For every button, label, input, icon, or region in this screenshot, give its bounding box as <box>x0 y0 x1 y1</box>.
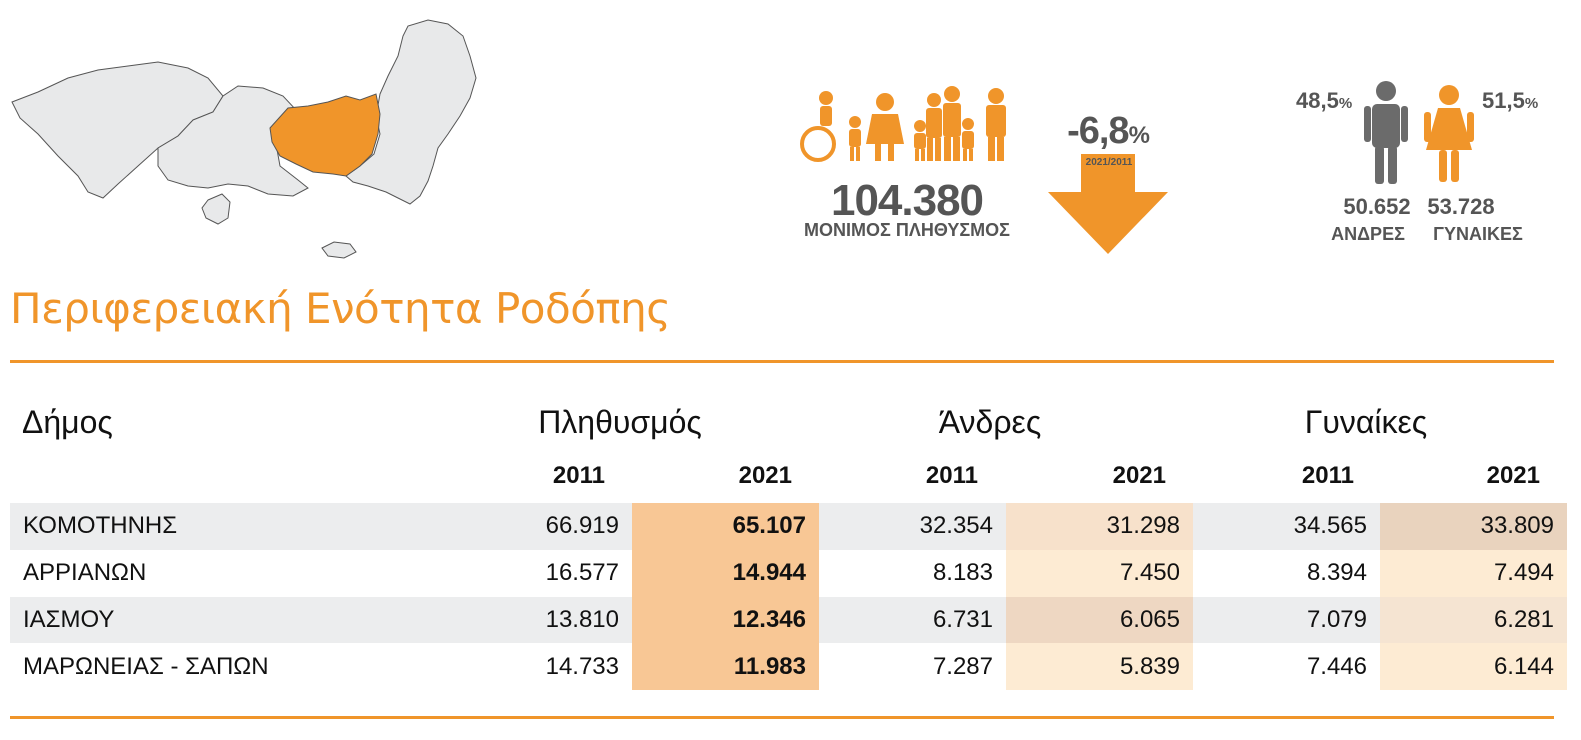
male-icon <box>1364 81 1408 184</box>
header-women: Γυναίκες <box>1304 404 1428 440</box>
year-header: 2021 <box>1486 462 1540 489</box>
year-header: 2021 <box>738 462 792 489</box>
table-cell: 6.065 <box>1006 596 1193 644</box>
table-cell: 6.731 <box>819 596 1006 644</box>
region-map <box>11 19 477 259</box>
municipality-name: ΜΑΡΩΝΕΙΑΣ - ΣΑΠΩΝ <box>10 643 465 690</box>
table-cell: 66.919 <box>465 503 632 550</box>
table-cell: 31.298 <box>1006 503 1193 550</box>
population-change-period: 2021/2011 <box>1085 157 1133 168</box>
municipality-name: ΚΟΜΟΤΗΝΗΣ <box>10 503 465 550</box>
table-cell: 8.394 <box>1193 549 1380 597</box>
male-percentage: 48,5% <box>1296 88 1352 114</box>
population-table: ΚΟΜΟΤΗΝΗΣ 66.919 65.107 32.354 31.298 34… <box>10 503 1567 690</box>
table-row: ΚΟΜΟΤΗΝΗΣ 66.919 65.107 32.354 31.298 34… <box>10 503 1567 550</box>
table-cell: 33.809 <box>1380 503 1567 550</box>
population-change: -6,8% <box>1050 110 1166 153</box>
female-label: ΓΥΝΑΙΚΕΣ <box>1433 224 1523 244</box>
population-change-value: -6,8 <box>1067 110 1129 152</box>
header-men: Άνδρες <box>938 404 1042 440</box>
table-cell: 11.983 <box>632 643 819 690</box>
population-total: 104.380 <box>830 176 984 225</box>
table-cell: 7.446 <box>1193 643 1380 690</box>
year-header: 2021 <box>1112 462 1166 489</box>
table-cell: 34.565 <box>1193 503 1380 550</box>
top-divider <box>10 360 1554 363</box>
table-cell: 8.183 <box>819 549 1006 597</box>
year-header: 2011 <box>1301 462 1354 489</box>
year-header: 2011 <box>552 462 605 489</box>
table-cell: 16.577 <box>465 549 632 597</box>
population-label: ΜΟΝΙΜΟΣ ΠΛΗΘΥΣΜΟΣ <box>804 220 1010 240</box>
female-count: 53.728 <box>1427 194 1495 219</box>
table-cell: 14.944 <box>632 549 819 597</box>
table-cell: 6.144 <box>1380 643 1567 690</box>
municipality-name: ΙΑΣΜΟΥ <box>10 596 465 644</box>
table-row: ΜΑΡΩΝΕΙΑΣ - ΣΑΠΩΝ 14.733 11.983 7.287 5.… <box>10 643 1567 690</box>
map-region-rhodope <box>269 93 381 177</box>
male-percentage-value: 48,5 <box>1296 88 1339 113</box>
female-percentage-sign: % <box>1524 95 1539 112</box>
table-cell: 7.079 <box>1193 596 1380 644</box>
population-change-unit: % <box>1128 122 1150 149</box>
map-island-thasos <box>201 193 231 225</box>
female-icon <box>1424 85 1474 182</box>
header-population: Πληθυσμός <box>538 404 702 440</box>
male-percentage-sign: % <box>1338 95 1353 112</box>
table-row: ΑΡΡΙΑΝΩΝ 16.577 14.944 8.183 7.450 8.394… <box>10 549 1567 597</box>
table-cell: 6.281 <box>1380 596 1567 644</box>
municipality-name: ΑΡΡΙΑΝΩΝ <box>10 549 465 597</box>
table-cell: 5.839 <box>1006 643 1193 690</box>
female-percentage-value: 51,5 <box>1482 88 1525 113</box>
table-cell: 12.346 <box>632 596 819 644</box>
table-row: ΙΑΣΜΟΥ 13.810 12.346 6.731 6.065 7.079 6… <box>10 596 1567 644</box>
male-count: 50.652 <box>1343 194 1411 219</box>
table-cell: 14.733 <box>465 643 632 690</box>
female-percentage: 51,5% <box>1482 88 1538 114</box>
family-icon <box>800 86 1006 162</box>
map-island-samothraki <box>321 241 357 259</box>
header-municipality: Δήμος <box>22 404 113 440</box>
year-header: 2011 <box>925 462 978 489</box>
page-title: Περιφερειακή Ενότητα Ροδόπης <box>10 284 671 333</box>
map-region-central <box>157 85 309 197</box>
down-arrow-icon <box>1048 154 1168 254</box>
table-cell: 7.287 <box>819 643 1006 690</box>
table-cell: 65.107 <box>632 503 819 550</box>
table-cell: 7.450 <box>1006 549 1193 597</box>
table-cell: 7.494 <box>1380 549 1567 597</box>
table-cell: 32.354 <box>819 503 1006 550</box>
male-label: ΑΝΔΡΕΣ <box>1331 224 1405 244</box>
bottom-divider <box>10 716 1554 719</box>
table-cell: 13.810 <box>465 596 632 644</box>
